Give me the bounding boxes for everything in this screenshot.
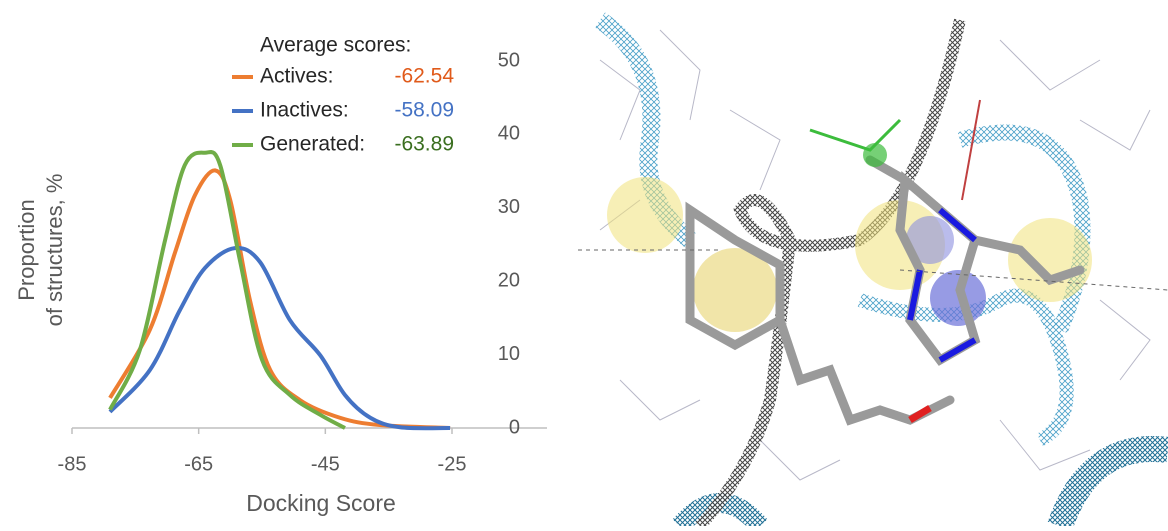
legend-value: -62.54 [394, 65, 454, 88]
y-axis-title: of structures, % [42, 174, 67, 327]
y-tick-label: 10 [498, 343, 520, 365]
molecule-render [578, 0, 1168, 526]
y-axis-title: Proportion [14, 199, 39, 301]
density-line [110, 152, 345, 428]
y-tick-label: 30 [498, 196, 520, 218]
legend-label: Actives: [260, 65, 334, 88]
y-tick-label: 50 [498, 49, 520, 71]
density-line [110, 248, 450, 428]
x-tick-label: -65 [184, 453, 213, 475]
plot-area: Docking Score Proportion of structures, … [14, 34, 547, 517]
legend-label: Inactives: [260, 99, 349, 122]
y-tick-label: 20 [498, 269, 520, 291]
y-tick-label: 40 [498, 123, 520, 145]
legend-value: -63.89 [394, 133, 454, 156]
figure: Docking Score Proportion of structures, … [0, 0, 1168, 526]
legend-label: Generated: [260, 133, 365, 156]
x-tick-label: -85 [58, 453, 87, 475]
x-tick-label: -45 [311, 453, 340, 475]
page: Docking Score Proportion of structures, … [0, 0, 1168, 526]
legend-value: -58.09 [394, 99, 454, 122]
x-tick-label: -25 [438, 453, 467, 475]
x-axis-title: Docking Score [246, 490, 396, 516]
y-tick-label: 0 [509, 416, 520, 438]
legend-title: Average scores: [260, 34, 411, 57]
